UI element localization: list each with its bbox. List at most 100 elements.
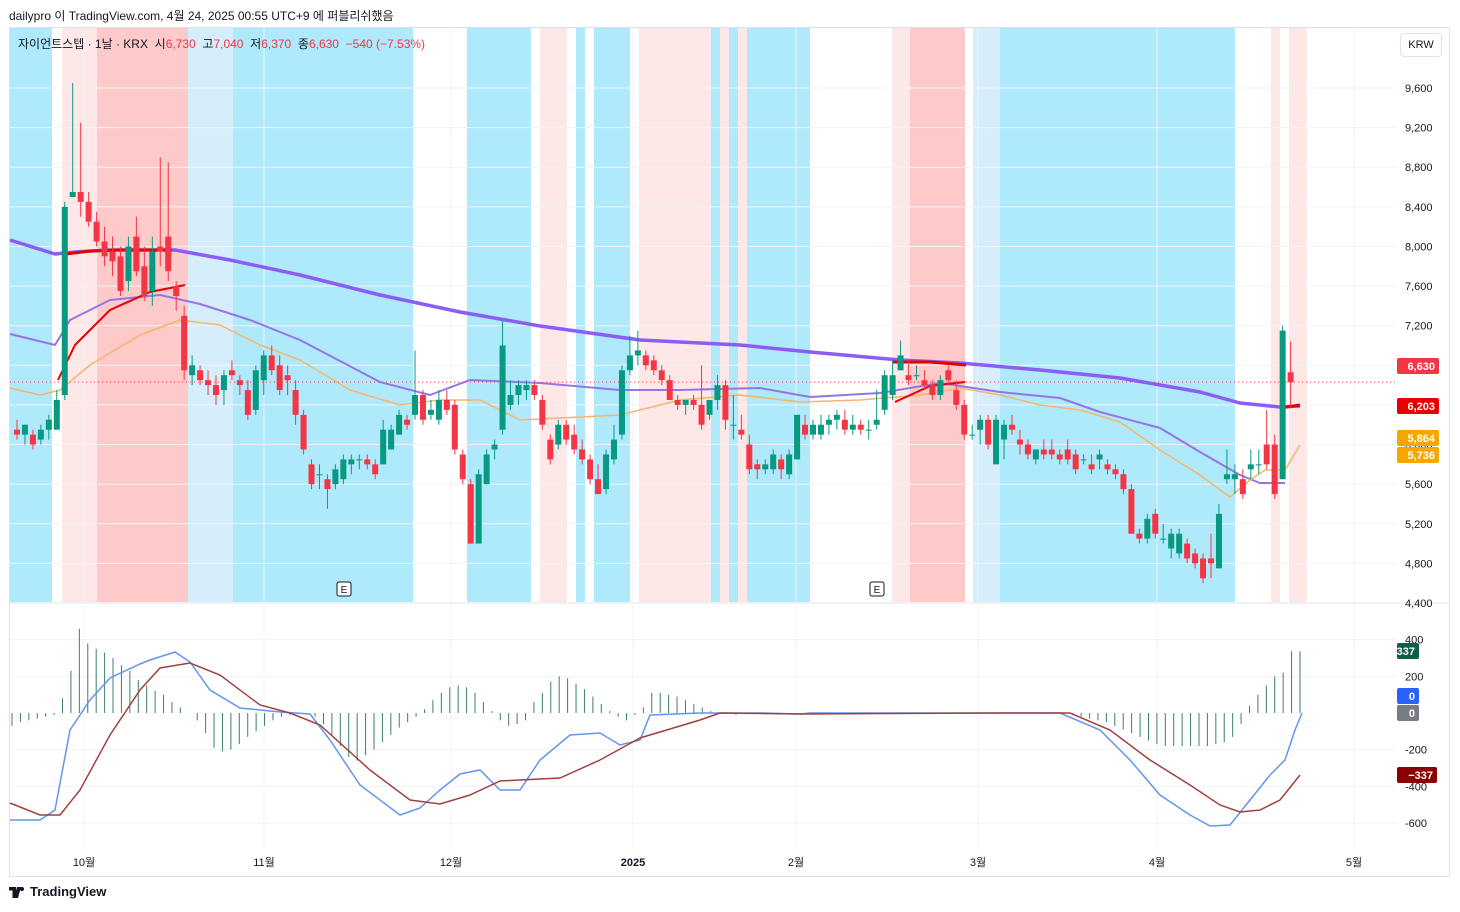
signal-zone [97, 28, 188, 602]
time-axis-label: 4월 [1149, 856, 1165, 869]
signal-zone [1000, 28, 1235, 602]
candle-body [300, 414, 307, 450]
signal-zone [10, 28, 52, 602]
signal-zone [1289, 28, 1307, 602]
chart-canvas[interactable]: EE 9,6009,2008,8008,4008,0007,6007,2006,… [0, 0, 1460, 880]
candle-body [404, 419, 411, 425]
candle-body [618, 370, 625, 435]
legend-low: 6,370 [261, 37, 292, 51]
candle-body [921, 380, 928, 386]
price-axis-label: 9,200 [1405, 123, 1433, 135]
chart-frame [9, 27, 1450, 877]
price-tag-label: 6,203 [1407, 401, 1435, 413]
tradingview-logo[interactable]: TradingView [9, 884, 106, 899]
signal-zone [747, 28, 810, 602]
candle-body [563, 424, 570, 440]
earnings-marker [336, 581, 352, 597]
earnings-marker-label: E [874, 585, 881, 596]
signal-zone [233, 28, 413, 602]
candle-body [1064, 449, 1071, 460]
candle-body [451, 404, 458, 450]
candle-body [37, 429, 44, 440]
candle-body [889, 375, 896, 396]
candle-body [1112, 469, 1119, 475]
price-tag [1397, 398, 1439, 414]
candle-body [833, 414, 840, 420]
price-tag [1397, 430, 1439, 446]
candle-body [1032, 449, 1039, 460]
legend-change: −540 (−7.53%) [345, 37, 426, 51]
macd-axis-label: -600 [1405, 818, 1427, 830]
candle-body [412, 395, 418, 415]
candle-body [531, 385, 538, 396]
candle-body [658, 370, 665, 381]
candle-body [459, 454, 466, 480]
candle-body [881, 375, 888, 410]
candle-body [642, 355, 649, 366]
candle-body [141, 266, 148, 296]
candle-body [483, 454, 490, 485]
candle-body [1080, 459, 1087, 461]
signal-line [9, 662, 1301, 816]
candle-body [507, 395, 514, 405]
macd-tag [1397, 767, 1437, 783]
macd-axis-label: -200 [1405, 745, 1427, 757]
macd-line [10, 651, 1303, 827]
price-axis-label: 9,600 [1405, 83, 1433, 95]
candle-body [555, 424, 562, 445]
candle-body [746, 444, 753, 470]
candle-body [348, 459, 355, 465]
candle-body [364, 459, 371, 465]
candle-body [857, 424, 864, 430]
candle-body [244, 390, 251, 415]
candle-body [284, 375, 291, 381]
candle-body [1096, 454, 1103, 460]
time-axis-label: 2월 [788, 856, 804, 869]
time-axis-label: 2025 [621, 857, 645, 869]
candle-body [523, 385, 530, 391]
candle-body [149, 251, 156, 292]
price-tag [1397, 447, 1439, 463]
price-axis-label: 7,600 [1405, 281, 1433, 293]
macd-tag-label: 0 [1409, 691, 1415, 703]
candle-body [467, 484, 474, 544]
candle-body [77, 191, 84, 202]
candle-body [1160, 538, 1167, 540]
candle-body [754, 464, 761, 470]
candle-body [778, 459, 785, 470]
candle-body [1104, 464, 1111, 470]
candle-body [388, 429, 395, 450]
candle-body [650, 360, 657, 371]
macd-tag [1397, 705, 1419, 721]
candle-body [268, 355, 275, 371]
candle-body [443, 399, 450, 410]
signal-zone [639, 28, 711, 602]
candle-body [1239, 479, 1246, 495]
candle-body [340, 459, 347, 480]
candle-body [1192, 553, 1199, 564]
candle-body [634, 350, 641, 356]
macd-tag [1397, 688, 1419, 704]
candle-body [865, 429, 872, 431]
candle-body [738, 429, 745, 435]
candle-body [260, 355, 267, 381]
ma-red-line-4 [893, 360, 967, 367]
candle-body [810, 424, 816, 435]
macd-tag [1397, 643, 1419, 659]
macd-tag-label: −337 [1408, 770, 1433, 782]
candle-body [45, 419, 52, 430]
candle-body [714, 385, 721, 400]
price-tag-label: 6,630 [1407, 361, 1435, 373]
macd-pane [9, 628, 1303, 827]
price-axis-label: 4,400 [1405, 598, 1433, 610]
candle-body [1247, 464, 1254, 470]
candle-body [666, 380, 673, 400]
candle-body [1215, 513, 1222, 569]
candle-body [85, 201, 92, 222]
candle-body [985, 419, 992, 445]
candle-body [786, 454, 793, 475]
candle-body [1144, 518, 1151, 539]
candle-body [897, 355, 904, 371]
candle-body [1255, 464, 1262, 466]
currency-button[interactable]: KRW [1400, 33, 1442, 57]
